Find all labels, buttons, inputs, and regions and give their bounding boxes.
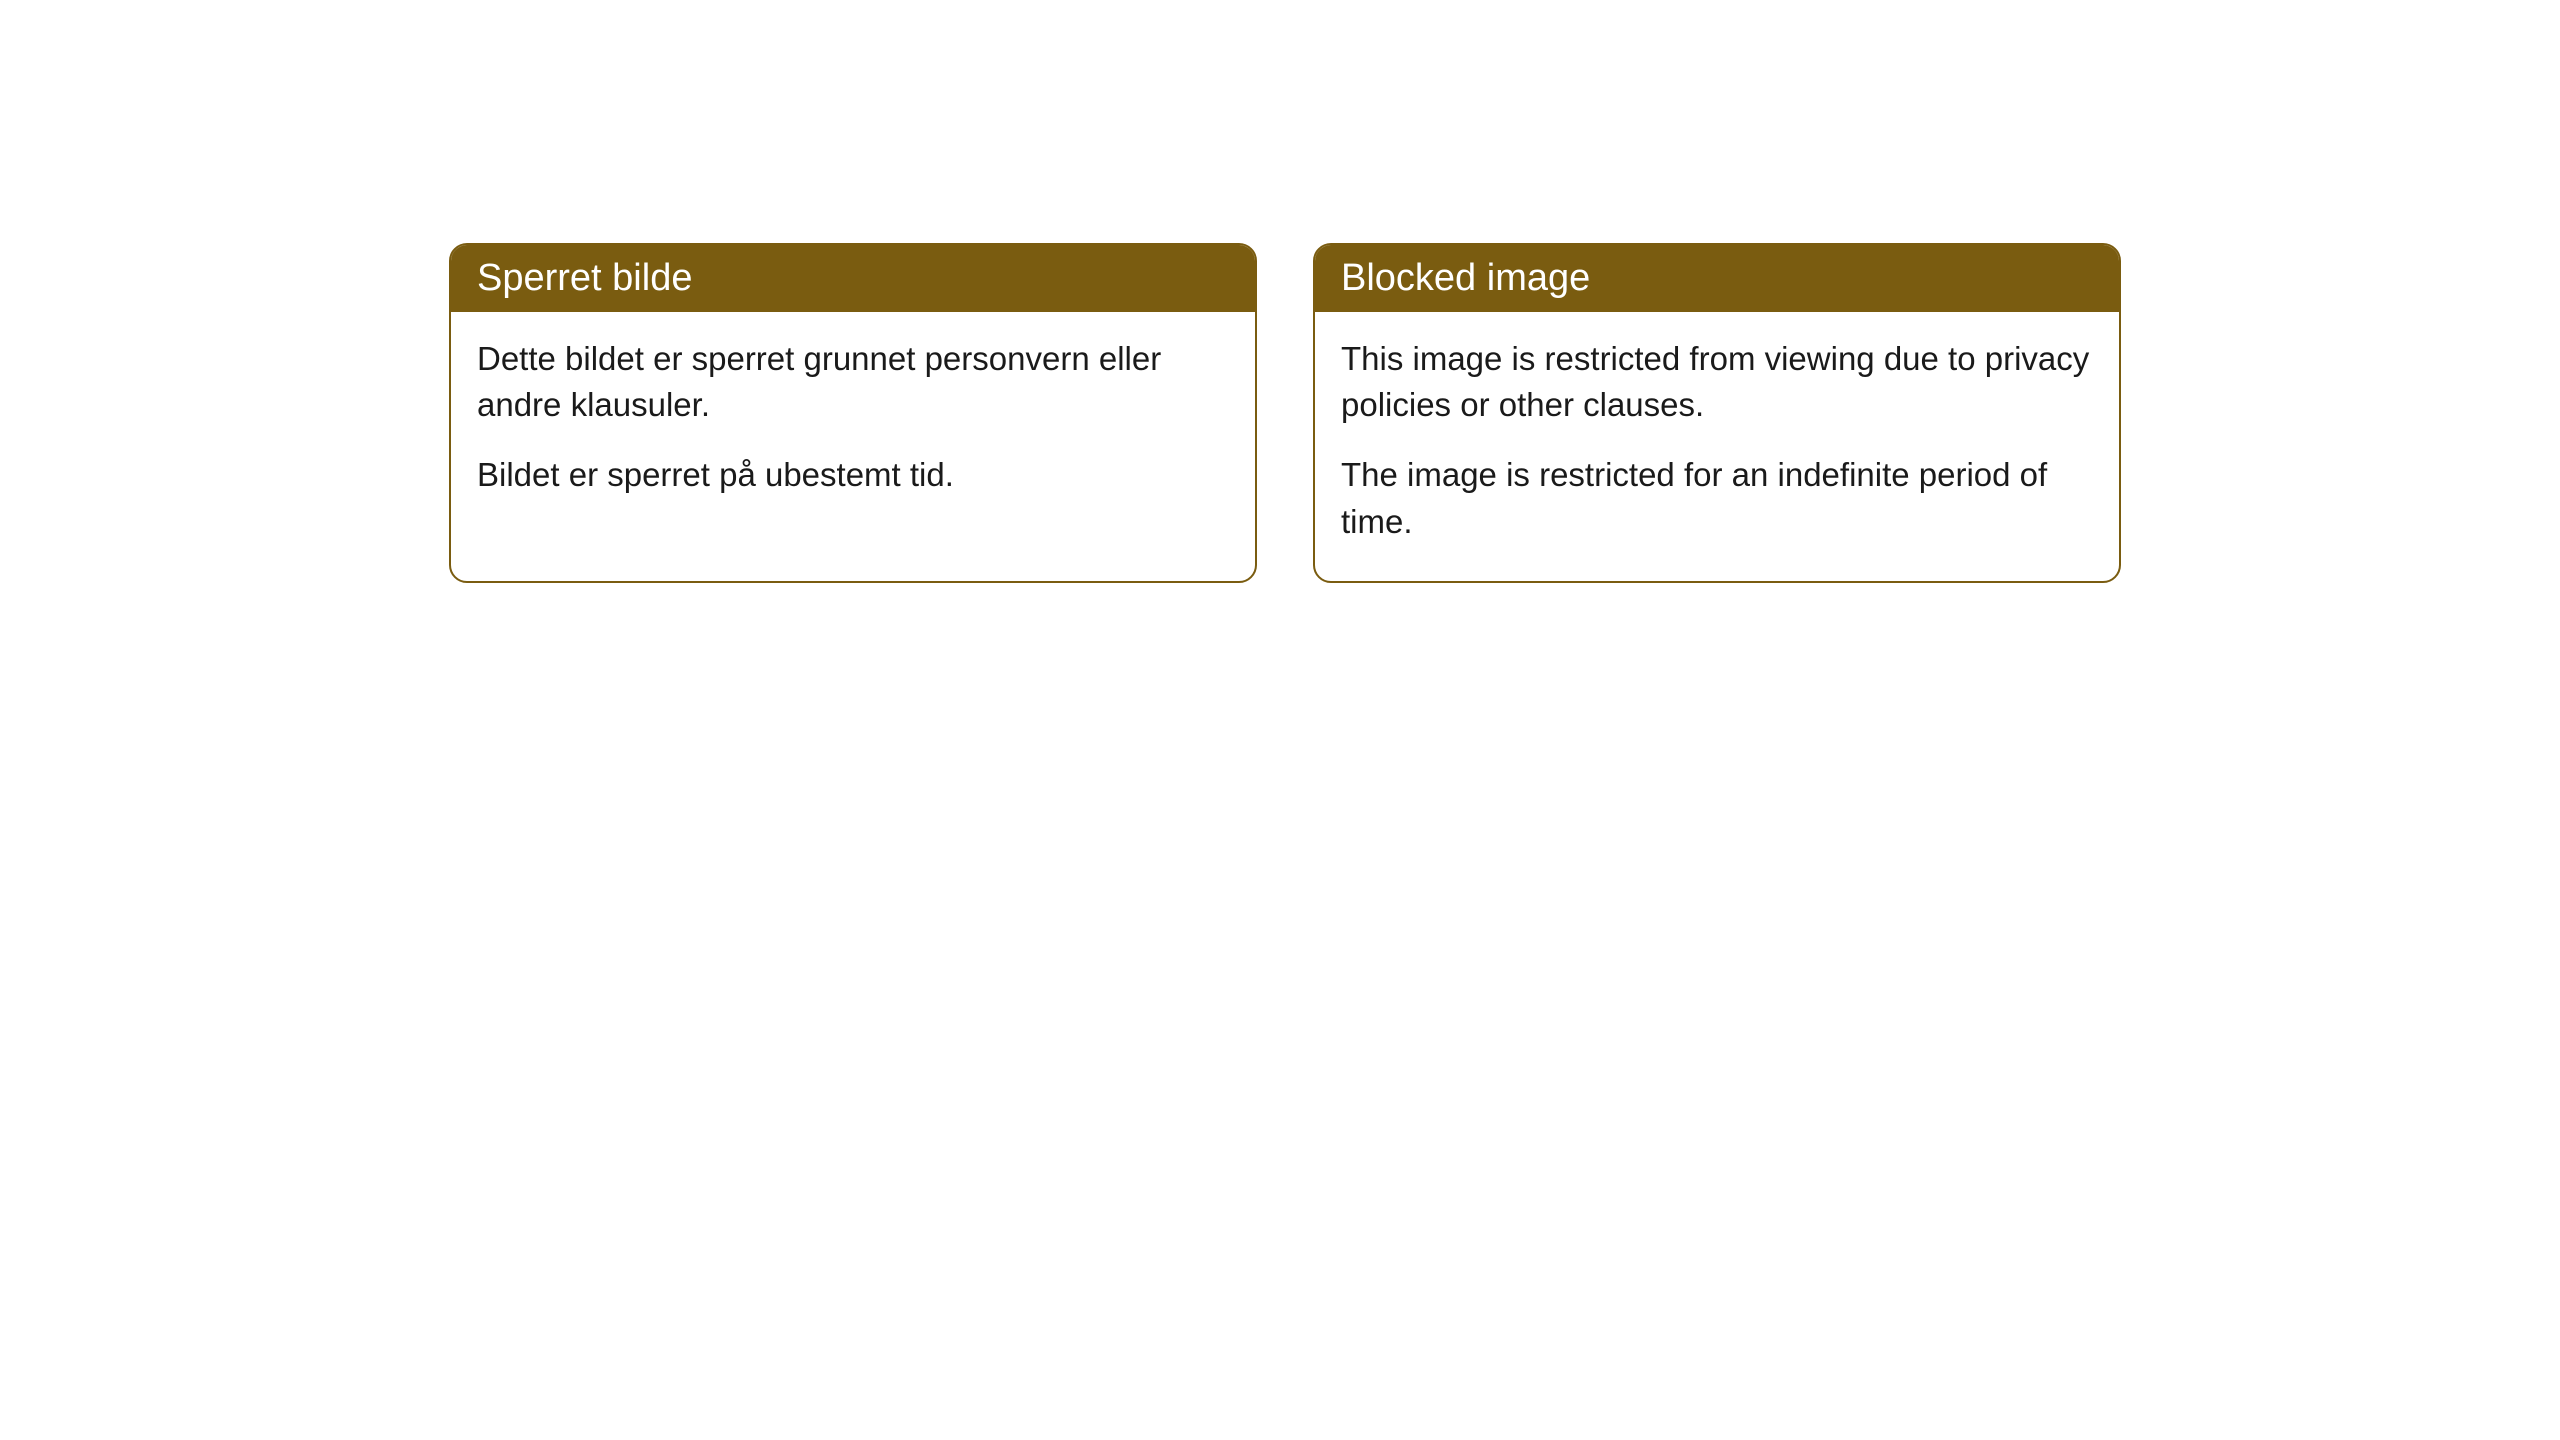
card-header-english: Blocked image <box>1315 245 2119 312</box>
card-title: Sperret bilde <box>477 257 692 299</box>
notice-card-english: Blocked image This image is restricted f… <box>1313 243 2121 583</box>
card-header-norwegian: Sperret bilde <box>451 245 1255 312</box>
card-paragraph: The image is restricted for an indefinit… <box>1341 452 2093 544</box>
card-title: Blocked image <box>1341 257 1590 299</box>
card-paragraph: Bildet er sperret på ubestemt tid. <box>477 452 1229 498</box>
card-body-english: This image is restricted from viewing du… <box>1315 312 2119 581</box>
card-paragraph: Dette bildet er sperret grunnet personve… <box>477 336 1229 428</box>
notice-card-norwegian: Sperret bilde Dette bildet er sperret gr… <box>449 243 1257 583</box>
notice-cards-container: Sperret bilde Dette bildet er sperret gr… <box>449 243 2121 583</box>
card-body-norwegian: Dette bildet er sperret grunnet personve… <box>451 312 1255 535</box>
card-paragraph: This image is restricted from viewing du… <box>1341 336 2093 428</box>
